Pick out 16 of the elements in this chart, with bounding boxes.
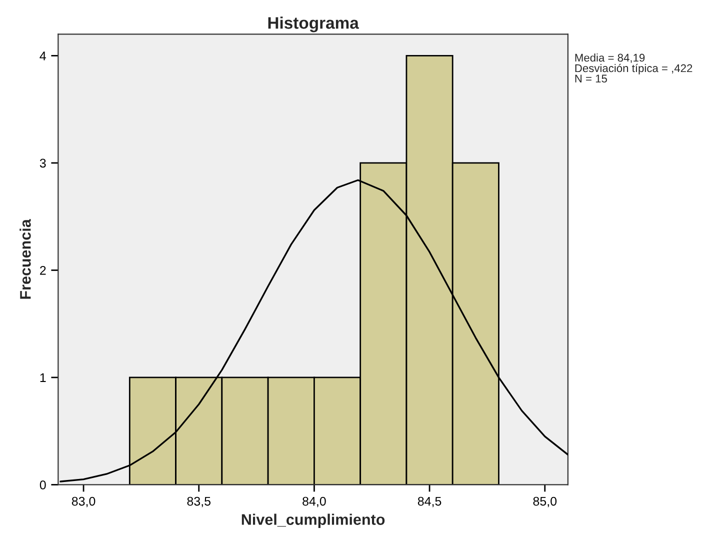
chart-title: Histograma xyxy=(268,16,359,32)
text: Media = 84,19 xyxy=(575,54,645,63)
y-tick-label: 2 xyxy=(40,266,46,275)
x-axis-title: Nivel_cumplimiento xyxy=(242,514,385,528)
x-tick-label: 84,5 xyxy=(418,496,442,508)
y-tick-label: 1 xyxy=(40,373,46,382)
x-tick-label: 83,0 xyxy=(72,496,96,508)
y-tick-label: 4 xyxy=(40,52,46,60)
text: N = 15 xyxy=(575,74,607,83)
x-tick-label: 85,0 xyxy=(533,496,557,508)
x-tick-label: 84,0 xyxy=(302,496,326,508)
y-tick-label: 3 xyxy=(40,158,46,168)
text: Desviación típica = ,422 xyxy=(575,64,692,74)
y-axis-title: Frecuencia xyxy=(20,219,31,299)
x-tick-label: 83,5 xyxy=(187,496,211,508)
y-tick-label: 0 xyxy=(40,480,46,490)
